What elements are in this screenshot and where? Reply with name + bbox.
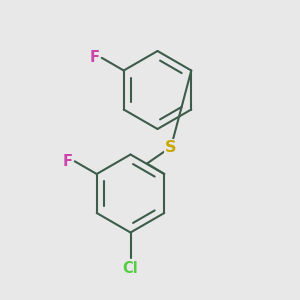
Text: F: F xyxy=(89,50,99,65)
Text: Cl: Cl xyxy=(123,261,138,276)
Text: F: F xyxy=(62,154,72,169)
Text: S: S xyxy=(165,140,177,154)
